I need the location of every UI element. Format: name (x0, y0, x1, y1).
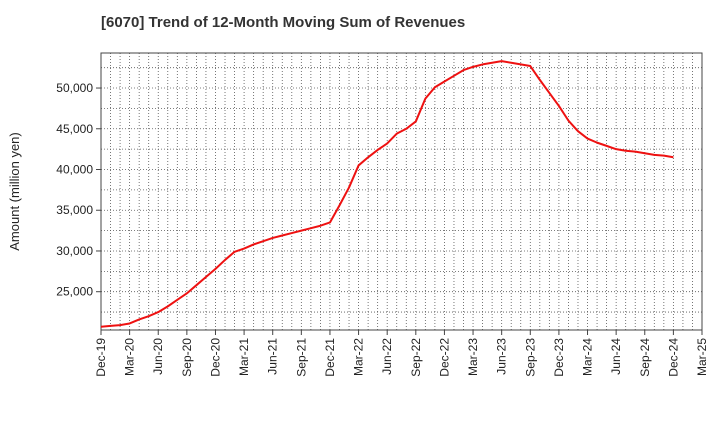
y-tick-label: 25,000 (56, 285, 93, 299)
x-tick-label: Dec-24 (666, 338, 680, 377)
y-tick-label: 45,000 (56, 122, 93, 136)
x-tick-label: Jun-22 (380, 338, 394, 375)
x-tick-label: Dec-20 (208, 338, 222, 377)
y-tick-label: 40,000 (56, 163, 93, 177)
x-tick-label: Sep-22 (409, 338, 423, 377)
x-tick-label: Sep-20 (180, 338, 194, 377)
x-tick-label: Sep-21 (294, 338, 308, 377)
x-tick-label: Mar-20 (123, 338, 137, 376)
x-tick-label: Dec-23 (552, 338, 566, 377)
y-tick-label: 30,000 (56, 244, 93, 258)
x-tick-label: Sep-23 (523, 338, 537, 377)
y-axis-label: Amount (million yen) (7, 132, 22, 251)
x-tick-label: Mar-23 (466, 338, 480, 376)
x-tick-label: Dec-19 (94, 338, 108, 377)
y-tick-label: 35,000 (56, 203, 93, 217)
x-tick-label: Dec-22 (437, 338, 451, 377)
x-tick-label: Jun-24 (609, 338, 623, 375)
x-tick-label: Mar-21 (237, 338, 251, 376)
x-tick-label: Mar-25 (695, 338, 709, 376)
series-line (100, 60, 674, 328)
x-tick-label: Sep-24 (638, 338, 652, 377)
series-layer (100, 60, 674, 328)
y-axis-ticks: 25,000 30,000 35,000 40,000 45,000 50,000 (56, 81, 101, 299)
grid-layer (101, 53, 702, 330)
x-tick-label: Dec-21 (323, 338, 337, 377)
x-tick-label: Jun-23 (495, 338, 509, 375)
x-tick-label: Jun-20 (151, 338, 165, 375)
x-tick-label: Jun-21 (266, 338, 280, 375)
plot-area-frame (100, 52, 703, 331)
y-tick-label: 50,000 (56, 81, 93, 95)
chart-title: [6070] Trend of 12-Month Moving Sum of R… (101, 14, 466, 31)
x-tick-label: Mar-24 (581, 338, 595, 376)
x-axis-ticks: Dec-19 Mar-20 Jun-20 Sep-20 Dec-20 Mar-21 Jun-… (94, 330, 709, 377)
x-tick-label: Mar-22 (352, 338, 366, 376)
